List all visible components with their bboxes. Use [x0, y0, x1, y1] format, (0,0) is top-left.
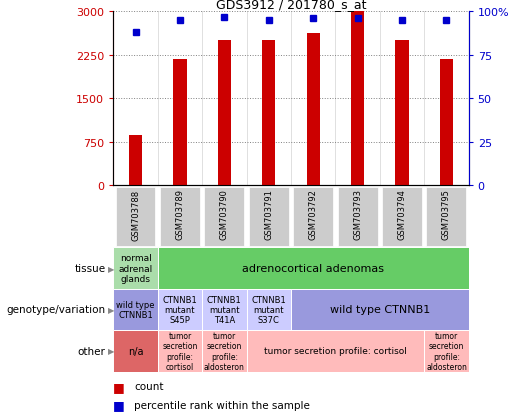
Bar — [351, 12, 364, 186]
Bar — [218, 41, 231, 186]
Bar — [158, 289, 202, 330]
FancyBboxPatch shape — [426, 187, 467, 247]
Bar — [396, 41, 409, 186]
Text: percentile rank within the sample: percentile rank within the sample — [134, 400, 310, 410]
Text: GSM703793: GSM703793 — [353, 189, 362, 240]
Bar — [113, 330, 158, 372]
FancyBboxPatch shape — [249, 187, 289, 247]
FancyBboxPatch shape — [204, 187, 244, 247]
Text: wild type CTNNB1: wild type CTNNB1 — [330, 305, 430, 315]
Text: GSM703791: GSM703791 — [264, 189, 273, 240]
Text: n/a: n/a — [128, 346, 143, 356]
Text: wild type
CTNNB1: wild type CTNNB1 — [116, 300, 155, 319]
Text: ■: ■ — [113, 398, 125, 411]
Bar — [173, 60, 186, 186]
Bar — [158, 330, 202, 372]
FancyBboxPatch shape — [338, 187, 377, 247]
Bar — [306, 34, 320, 186]
Text: tumor
secretion
profile:
aldosteron: tumor secretion profile: aldosteron — [426, 331, 467, 371]
Bar — [247, 289, 291, 330]
Text: CTNNB1
mutant
S45P: CTNNB1 mutant S45P — [163, 295, 197, 325]
Text: ■: ■ — [113, 380, 125, 393]
Text: ▶: ▶ — [108, 347, 115, 356]
Text: other: other — [78, 346, 106, 356]
Bar — [247, 330, 424, 372]
Bar — [440, 60, 453, 186]
Bar — [113, 289, 158, 330]
Text: ▶: ▶ — [108, 264, 115, 273]
Text: CTNNB1
mutant
S37C: CTNNB1 mutant S37C — [251, 295, 286, 325]
Bar — [202, 330, 247, 372]
Text: tumor
secretion
profile:
cortisol: tumor secretion profile: cortisol — [162, 331, 198, 371]
Text: GSM703789: GSM703789 — [176, 189, 184, 240]
Bar — [129, 135, 142, 186]
Bar — [202, 289, 247, 330]
Text: CTNNB1
mutant
T41A: CTNNB1 mutant T41A — [207, 295, 242, 325]
FancyBboxPatch shape — [293, 187, 333, 247]
Text: GSM703790: GSM703790 — [220, 189, 229, 240]
Text: adrenocortical adenomas: adrenocortical adenomas — [242, 263, 384, 273]
Text: GSM703788: GSM703788 — [131, 189, 140, 240]
Text: GSM703792: GSM703792 — [308, 189, 318, 240]
FancyBboxPatch shape — [382, 187, 422, 247]
FancyBboxPatch shape — [115, 187, 156, 247]
Text: genotype/variation: genotype/variation — [7, 305, 106, 315]
Bar — [262, 41, 276, 186]
Text: tissue: tissue — [75, 263, 106, 273]
Text: normal
adrenal
glands: normal adrenal glands — [118, 254, 152, 283]
FancyBboxPatch shape — [160, 187, 200, 247]
Text: GSM703795: GSM703795 — [442, 189, 451, 240]
Bar — [158, 248, 469, 289]
Bar — [291, 289, 469, 330]
Text: tumor secretion profile: cortisol: tumor secretion profile: cortisol — [264, 347, 407, 356]
Text: GSM703794: GSM703794 — [398, 189, 406, 240]
Text: tumor
secretion
profile:
aldosteron: tumor secretion profile: aldosteron — [204, 331, 245, 371]
Title: GDS3912 / 201780_s_at: GDS3912 / 201780_s_at — [216, 0, 366, 11]
Bar — [113, 248, 158, 289]
Text: ▶: ▶ — [108, 305, 115, 314]
Bar — [424, 330, 469, 372]
Text: count: count — [134, 381, 163, 391]
